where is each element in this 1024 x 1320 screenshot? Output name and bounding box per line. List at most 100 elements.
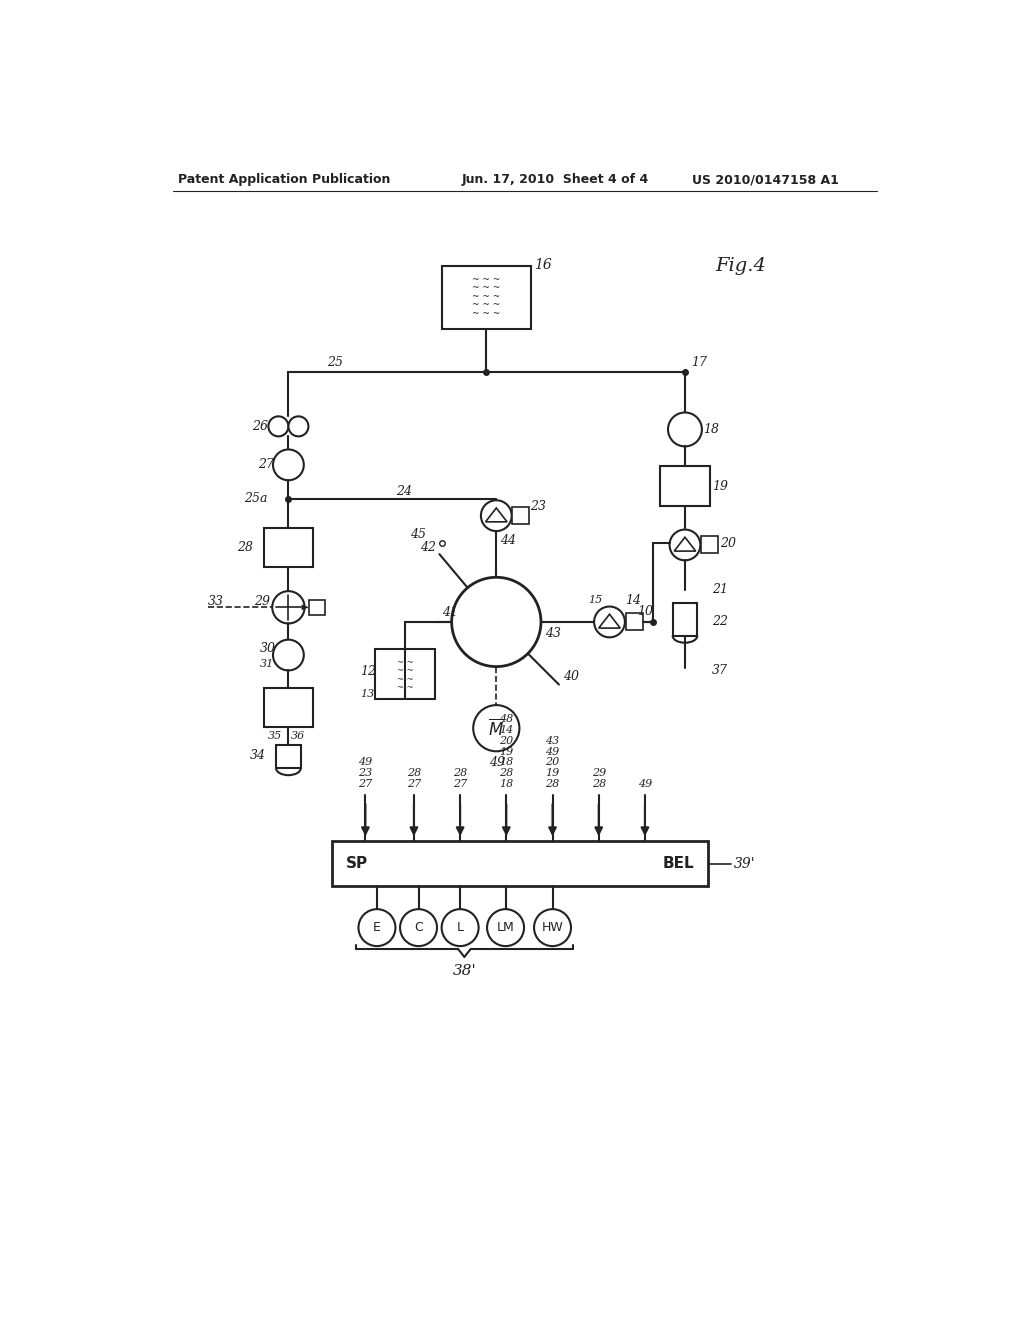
Text: $\overline{M}$: $\overline{M}$ [488,718,505,739]
Text: 18: 18 [703,422,720,436]
Circle shape [268,416,289,437]
Text: 48: 48 [499,714,513,725]
Text: 29: 29 [592,768,606,779]
Text: 39': 39' [733,857,755,871]
Text: 19: 19 [712,480,728,492]
Circle shape [273,640,304,671]
Text: 49: 49 [546,747,560,756]
Bar [442,267,531,330]
Text: 43: 43 [546,737,560,746]
Text: 16: 16 [535,257,552,272]
Bar [701,536,718,553]
Text: 27: 27 [358,779,373,789]
Bar [512,507,529,524]
Text: 26: 26 [252,420,268,433]
Text: 27: 27 [258,458,273,471]
Text: ~ ~ ~: ~ ~ ~ [472,284,501,292]
Circle shape [452,577,541,667]
Text: 36: 36 [291,731,305,741]
Text: C: C [414,921,423,935]
Circle shape [358,909,395,946]
Polygon shape [485,508,507,521]
Text: 49: 49 [488,756,505,770]
Text: 38': 38' [453,964,476,978]
Text: ~ ~ ~: ~ ~ ~ [472,292,501,301]
Text: 44: 44 [500,533,516,546]
Text: 28: 28 [499,768,513,779]
Text: 14: 14 [625,594,641,607]
Text: ~ ~: ~ ~ [397,667,414,676]
Text: US 2010/0147158 A1: US 2010/0147158 A1 [692,173,839,186]
Text: ~ ~ ~: ~ ~ ~ [472,275,501,284]
Text: 41: 41 [442,606,459,619]
Polygon shape [674,537,695,552]
Text: 28: 28 [592,779,606,789]
Text: 22: 22 [712,615,728,628]
Bar [264,528,313,566]
Text: 13: 13 [360,689,374,698]
Text: 29: 29 [254,595,269,609]
Polygon shape [599,614,621,628]
Text: L: L [457,921,464,935]
Circle shape [668,412,701,446]
Circle shape [594,607,625,638]
Text: 49: 49 [638,779,652,789]
Text: 18: 18 [499,758,513,767]
Circle shape [535,909,571,946]
Text: 20: 20 [720,537,735,550]
Text: 20: 20 [546,758,560,767]
Text: 23: 23 [530,500,546,513]
Text: 28: 28 [546,779,560,789]
Text: 43: 43 [545,627,561,640]
Text: BEL: BEL [663,857,694,871]
Circle shape [272,591,304,623]
Text: HW: HW [542,921,563,935]
Text: 15: 15 [588,595,602,606]
Circle shape [289,416,308,437]
Text: 37: 37 [712,664,728,677]
Text: 10: 10 [637,605,653,618]
Text: ~ ~ ~: ~ ~ ~ [472,309,501,318]
Circle shape [481,500,512,531]
Text: 40: 40 [563,671,579,684]
Text: ~ ~: ~ ~ [397,684,414,692]
Text: SP: SP [346,857,369,871]
Text: 28: 28 [237,541,253,554]
Circle shape [441,909,478,946]
Text: 14: 14 [499,725,513,735]
Bar [264,688,313,726]
Text: 28: 28 [453,768,467,779]
Text: 33: 33 [208,595,223,609]
Text: E: E [373,921,381,935]
Text: 28: 28 [407,768,421,779]
Text: Patent Application Publication: Patent Application Publication [178,173,391,186]
Text: 31: 31 [260,659,274,668]
Circle shape [670,529,700,560]
Text: Fig.4: Fig.4 [716,257,767,275]
Text: ~ ~: ~ ~ [397,659,414,667]
Text: LM: LM [497,921,514,935]
Bar [333,841,708,886]
Text: 49: 49 [358,758,373,767]
Circle shape [473,705,519,751]
Text: 27: 27 [407,779,421,789]
Text: 30: 30 [260,643,275,656]
Bar [626,614,643,631]
Text: Jun. 17, 2010  Sheet 4 of 4: Jun. 17, 2010 Sheet 4 of 4 [462,173,649,186]
Bar [673,603,697,636]
Text: 45: 45 [411,528,426,541]
Text: 24: 24 [396,484,413,498]
Text: 17: 17 [691,356,708,370]
Text: 25: 25 [327,356,343,370]
Circle shape [400,909,437,946]
Text: 18: 18 [499,779,513,789]
Circle shape [487,909,524,946]
Text: 20: 20 [499,737,513,746]
Circle shape [273,450,304,480]
Bar [660,466,711,507]
Text: 42: 42 [420,541,436,554]
Text: 35: 35 [267,731,282,741]
Text: 27: 27 [453,779,467,789]
Text: ~ ~ ~: ~ ~ ~ [472,300,501,309]
Bar [376,649,435,700]
